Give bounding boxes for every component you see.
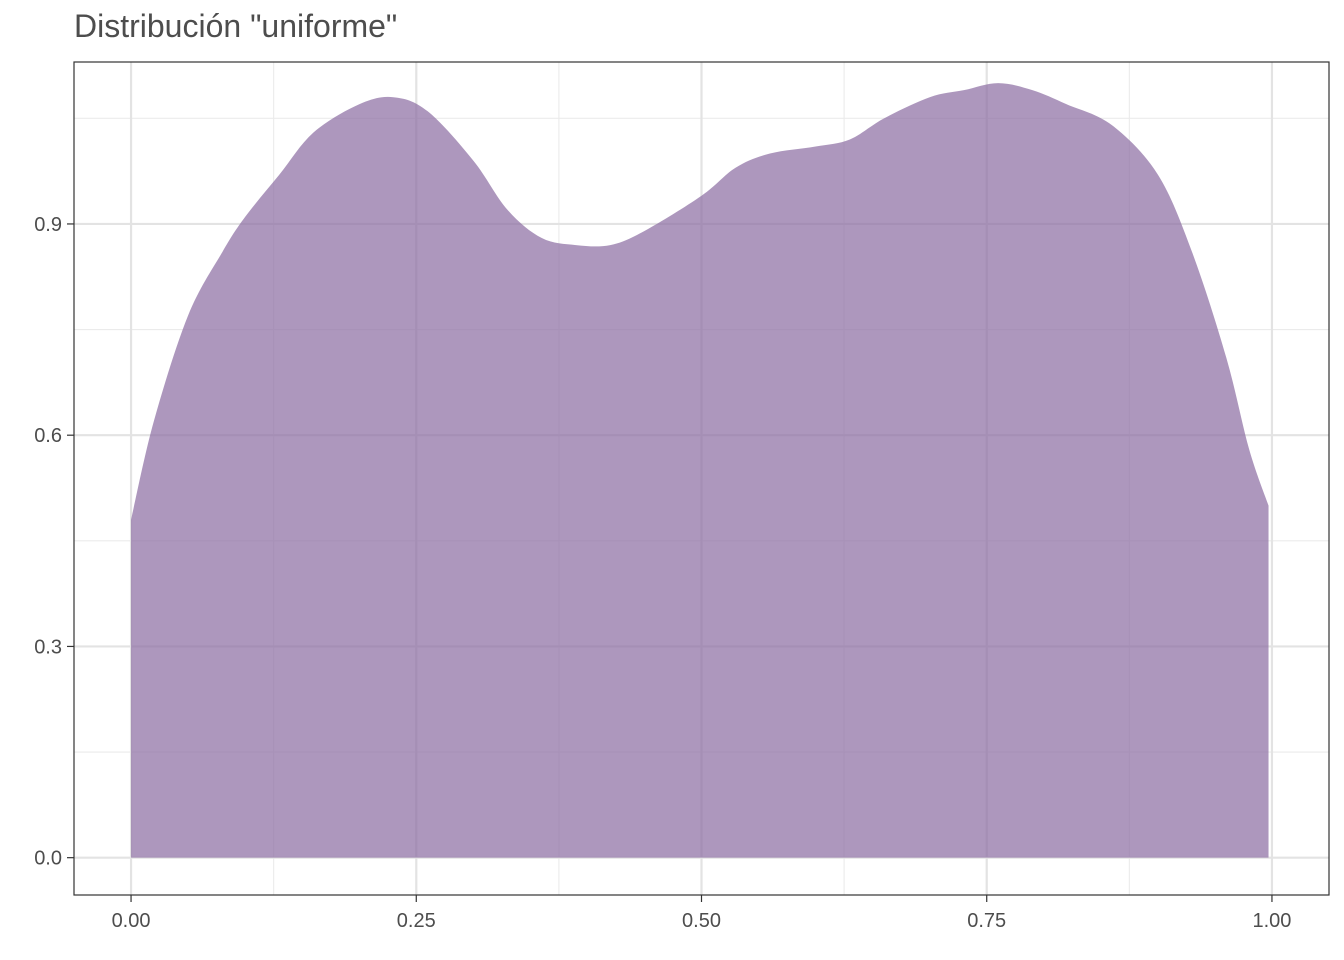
chart-title: Distribución "uniforme" (74, 8, 398, 44)
x-tick-label: 0.25 (397, 910, 436, 932)
x-tick-label: 0.75 (967, 910, 1006, 932)
y-tick-label: 0.0 (34, 848, 62, 870)
y-tick-label: 0.3 (34, 636, 62, 658)
y-axis: 0.0 0.3 0.6 0.9 (34, 214, 74, 870)
x-tick-label: 0.50 (682, 910, 721, 932)
x-tick-label: 0.00 (112, 910, 151, 932)
x-tick-label: 1.00 (1252, 910, 1291, 932)
x-axis: 0.00 0.25 0.50 0.75 1.00 (112, 895, 1291, 932)
y-tick-label: 0.9 (34, 214, 62, 236)
density-area (131, 83, 1269, 858)
y-tick-label: 0.6 (34, 425, 62, 447)
